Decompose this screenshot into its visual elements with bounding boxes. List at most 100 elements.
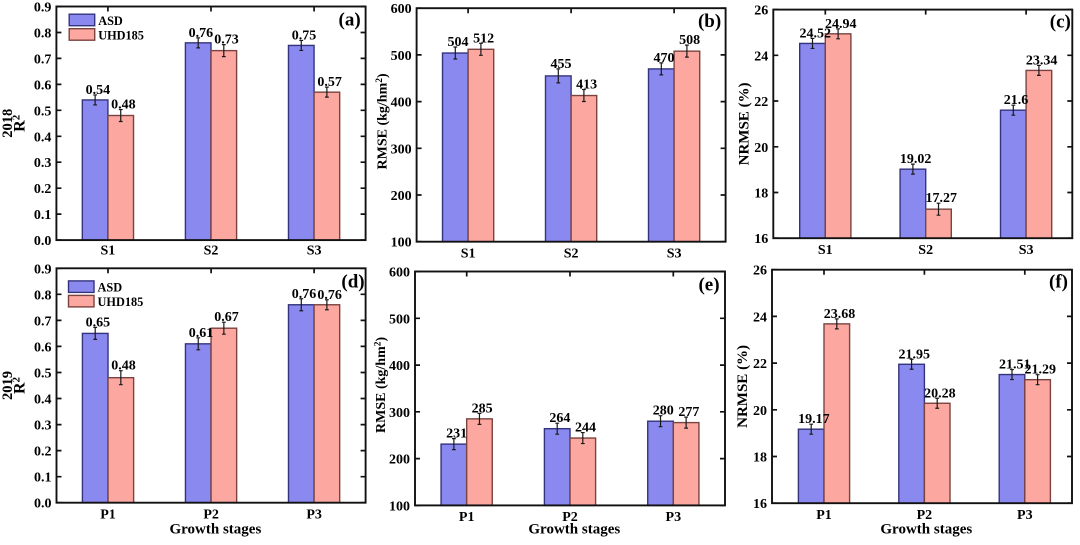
svg-text:16: 16	[753, 497, 767, 512]
svg-text:504: 504	[448, 35, 469, 50]
svg-text:0.6: 0.6	[34, 340, 52, 355]
svg-text:244: 244	[575, 421, 596, 436]
svg-text:P3: P3	[666, 510, 682, 525]
svg-text:0.7: 0.7	[34, 52, 52, 67]
svg-text:(e): (e)	[698, 275, 719, 296]
svg-text:21.29: 21.29	[1025, 363, 1057, 378]
svg-text:(f): (f)	[1049, 272, 1068, 293]
svg-text:0.67: 0.67	[214, 310, 239, 325]
svg-text:23.34: 23.34	[1026, 53, 1058, 68]
svg-text:0.8: 0.8	[34, 288, 52, 303]
svg-text:P2: P2	[203, 507, 219, 522]
svg-text:S2: S2	[918, 243, 933, 258]
svg-text:26: 26	[754, 4, 768, 19]
svg-text:0.0: 0.0	[34, 234, 52, 249]
svg-text:P1: P1	[816, 508, 832, 523]
svg-text:0.3: 0.3	[34, 156, 52, 171]
svg-text:231: 231	[446, 427, 467, 442]
svg-text:600: 600	[391, 2, 412, 17]
svg-text:0.7: 0.7	[34, 314, 52, 329]
svg-text:0.0: 0.0	[34, 497, 52, 512]
svg-text:22: 22	[753, 357, 767, 372]
svg-text:16: 16	[754, 232, 768, 247]
svg-text:0.75: 0.75	[292, 28, 317, 43]
svg-text:413: 413	[576, 78, 597, 93]
svg-text:18: 18	[753, 451, 767, 466]
svg-text:600: 600	[389, 266, 410, 281]
svg-text:0.48: 0.48	[111, 98, 136, 113]
svg-text:Growth stages: Growth stages	[169, 522, 261, 538]
svg-text:0.76: 0.76	[189, 26, 214, 41]
svg-text:P1: P1	[100, 507, 116, 522]
svg-text:18: 18	[754, 187, 768, 202]
svg-text:470: 470	[654, 51, 675, 66]
svg-text:P2: P2	[562, 510, 578, 525]
svg-text:20: 20	[754, 141, 768, 156]
svg-text:0.65: 0.65	[86, 315, 111, 330]
svg-text:200: 200	[391, 189, 412, 204]
svg-text:0.2: 0.2	[34, 445, 52, 460]
svg-text:0.76: 0.76	[292, 287, 317, 302]
svg-text:S1: S1	[101, 243, 116, 258]
svg-text:24.94: 24.94	[825, 17, 857, 32]
svg-text:100: 100	[391, 236, 412, 251]
svg-text:ASD: ASD	[98, 281, 123, 295]
svg-text:21.95: 21.95	[899, 347, 931, 362]
svg-text:20.28: 20.28	[924, 386, 956, 401]
svg-text:400: 400	[391, 96, 412, 111]
svg-text:0.9: 0.9	[34, 262, 52, 277]
svg-text:24.52: 24.52	[799, 26, 831, 41]
svg-text:Growth stages: Growth stages	[880, 522, 972, 538]
svg-text:S3: S3	[1019, 243, 1034, 258]
svg-text:P3: P3	[306, 507, 322, 522]
svg-text:Growth stages: Growth stages	[528, 522, 620, 538]
svg-text:S1: S1	[461, 246, 476, 261]
svg-text:S3: S3	[667, 246, 682, 261]
svg-text:0.4: 0.4	[34, 130, 52, 145]
svg-text:0.1: 0.1	[34, 471, 52, 486]
svg-text:21.51: 21.51	[999, 358, 1031, 373]
svg-text:0.61: 0.61	[189, 326, 214, 341]
svg-text:RMSE (kg/hm2): RMSE (kg/hm2)	[374, 336, 390, 432]
svg-text:(d): (d)	[341, 271, 364, 292]
svg-text:21.6: 21.6	[1004, 93, 1029, 108]
svg-text:UHD185: UHD185	[98, 29, 144, 43]
svg-text:0.2: 0.2	[34, 182, 52, 197]
svg-text:512: 512	[473, 31, 494, 46]
svg-text:100: 100	[389, 499, 410, 514]
svg-text:300: 300	[389, 406, 410, 421]
svg-text:0.8: 0.8	[34, 27, 52, 42]
svg-text:S2: S2	[204, 243, 219, 258]
svg-text:UHD185: UHD185	[98, 295, 144, 309]
svg-text:24: 24	[754, 49, 768, 64]
svg-text:P3: P3	[1017, 508, 1033, 523]
svg-text:(a): (a)	[339, 10, 361, 31]
svg-text:NRMSE (%): NRMSE (%)	[736, 82, 752, 165]
svg-text:0.5: 0.5	[34, 367, 52, 382]
svg-text:200: 200	[389, 453, 410, 468]
svg-text:277: 277	[678, 405, 699, 420]
svg-text:0.6: 0.6	[34, 78, 52, 93]
svg-text:0.57: 0.57	[317, 75, 342, 90]
svg-text:0.5: 0.5	[34, 104, 52, 119]
svg-text:S3: S3	[307, 243, 322, 258]
svg-text:(b): (b)	[698, 11, 721, 32]
svg-text:ASD: ASD	[98, 14, 123, 28]
svg-text:500: 500	[391, 49, 412, 64]
svg-text:22: 22	[754, 95, 768, 110]
svg-text:23.68: 23.68	[824, 307, 856, 322]
svg-text:S1: S1	[818, 243, 833, 258]
svg-text:0.4: 0.4	[34, 393, 52, 408]
svg-text:17.27: 17.27	[925, 191, 957, 206]
svg-text:0.54: 0.54	[86, 83, 111, 98]
svg-text:455: 455	[551, 57, 572, 72]
svg-text:300: 300	[391, 142, 412, 157]
svg-text:280: 280	[653, 404, 674, 419]
svg-text:(c): (c)	[1050, 11, 1071, 32]
svg-text:0.3: 0.3	[34, 419, 52, 434]
svg-text:P1: P1	[459, 510, 475, 525]
svg-text:2019: 2019	[0, 371, 16, 400]
svg-text:400: 400	[389, 359, 410, 374]
svg-text:24: 24	[753, 310, 767, 325]
svg-text:19.02: 19.02	[900, 152, 932, 167]
